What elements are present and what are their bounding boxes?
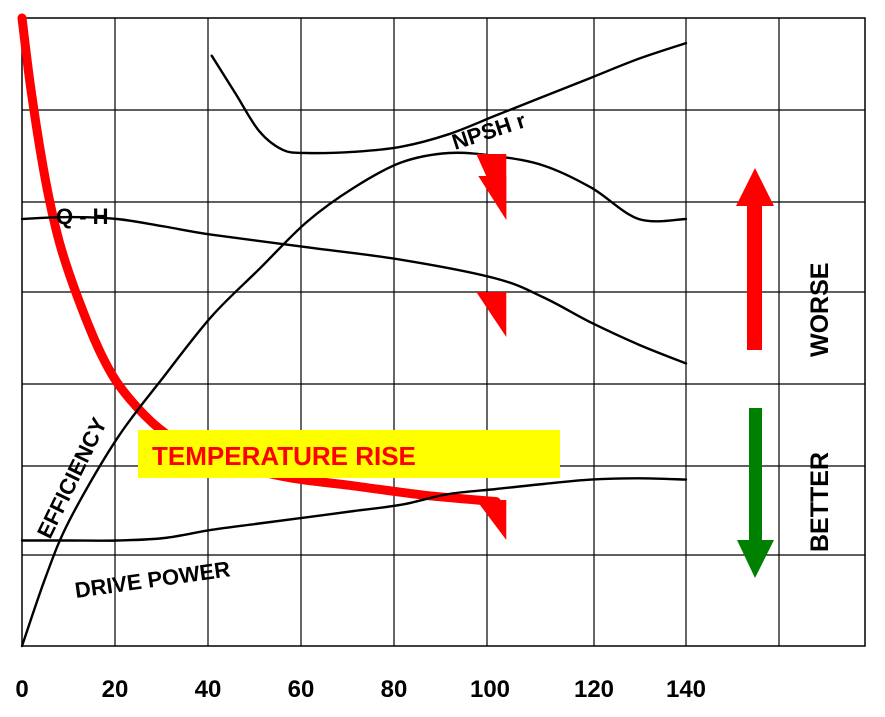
temperature-rise-box bbox=[138, 430, 560, 478]
x-tick-20: 20 bbox=[102, 676, 129, 703]
x-tick-0: 0 bbox=[15, 676, 28, 703]
worse-label: WORSE bbox=[806, 263, 834, 357]
x-tick-140: 140 bbox=[666, 676, 706, 703]
series-drive-power bbox=[20, 477, 688, 542]
label-efficiency: EFFICIENCY bbox=[32, 413, 112, 542]
marker-efficiency bbox=[478, 176, 507, 220]
x-axis-ticks: 0 20 40 60 80 100 120 140 bbox=[15, 676, 706, 703]
temperature-rise-label: TEMPERATURE RISE bbox=[152, 441, 416, 471]
series-temperature-rise bbox=[17, 13, 501, 507]
marker-drive-power bbox=[476, 500, 507, 540]
plot-frame bbox=[21, 17, 866, 647]
label-q-h: Q - H bbox=[56, 204, 109, 229]
series-npsh-r bbox=[210, 41, 688, 155]
x-tick-100: 100 bbox=[470, 676, 510, 703]
series-efficiency bbox=[20, 151, 688, 648]
x-tick-40: 40 bbox=[195, 676, 222, 703]
x-tick-60: 60 bbox=[288, 676, 315, 703]
better-arrow bbox=[737, 408, 774, 578]
degradation-markers bbox=[476, 154, 507, 540]
worse-arrow bbox=[736, 168, 774, 350]
marker-q-h bbox=[476, 292, 507, 337]
better-label: BETTER bbox=[806, 452, 834, 552]
x-tick-120: 120 bbox=[574, 676, 614, 703]
grid bbox=[21, 17, 866, 647]
series-q-h bbox=[20, 215, 688, 365]
x-tick-80: 80 bbox=[381, 676, 408, 703]
label-npsh-r: NPSH r bbox=[449, 107, 529, 154]
curves bbox=[17, 13, 688, 648]
